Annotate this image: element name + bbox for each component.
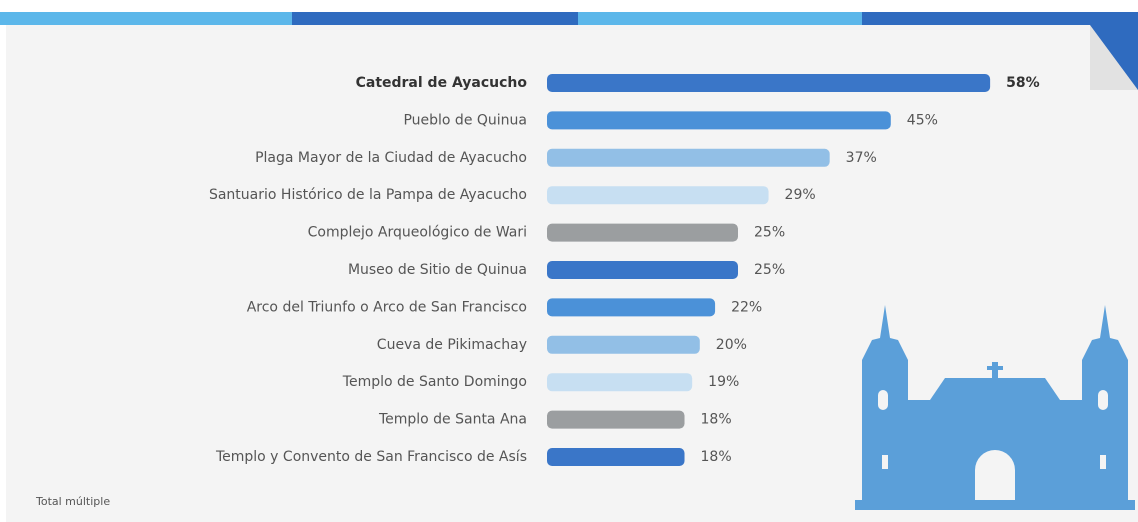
bar	[547, 148, 830, 167]
category-label: Templo y Convento de San Francisco de As…	[215, 449, 527, 465]
value-label: 29%	[785, 187, 816, 203]
category-label: Pueblo de Quinua	[403, 112, 527, 128]
bar	[547, 373, 693, 392]
value-label: 22%	[731, 299, 762, 315]
value-label: 25%	[754, 262, 785, 278]
stripe	[292, 12, 578, 25]
bar	[547, 186, 769, 205]
category-label: Cueva de Pikimachay	[377, 337, 527, 353]
bar	[547, 74, 991, 92]
value-label: 37%	[846, 150, 877, 166]
stripe	[578, 12, 862, 25]
category-label: Templo de Santo Domingo	[342, 374, 527, 390]
value-label: 58%	[1006, 75, 1040, 91]
category-label: Arco del Triunfo o Arco de San Francisco	[247, 299, 527, 315]
stripe	[0, 12, 292, 25]
category-label: Santuario Histórico de la Pampa de Ayacu…	[209, 187, 527, 203]
bar	[547, 335, 700, 354]
category-label: Catedral de Ayacucho	[356, 75, 528, 91]
category-label: Templo de Santa Ana	[378, 412, 527, 428]
bar	[547, 410, 685, 429]
value-label: 18%	[701, 412, 732, 428]
category-label: Complejo Arqueológico de Wari	[308, 225, 527, 241]
value-label: 18%	[701, 449, 732, 465]
footnote: Total múltiple	[35, 495, 110, 508]
corner-fold	[1090, 25, 1138, 90]
bar	[547, 448, 685, 466]
value-label: 19%	[708, 374, 739, 390]
value-label: 25%	[754, 225, 785, 241]
category-label: Museo de Sitio de Quinua	[348, 262, 527, 278]
bar	[547, 111, 891, 130]
bar	[547, 261, 738, 279]
value-label: 45%	[907, 112, 938, 128]
bar	[547, 223, 738, 242]
category-label: Plaga Mayor de la Ciudad de Ayacucho	[255, 150, 527, 166]
bar	[547, 298, 716, 317]
value-label: 20%	[716, 337, 747, 353]
stripe	[862, 12, 1138, 25]
church-windows	[878, 390, 1108, 500]
